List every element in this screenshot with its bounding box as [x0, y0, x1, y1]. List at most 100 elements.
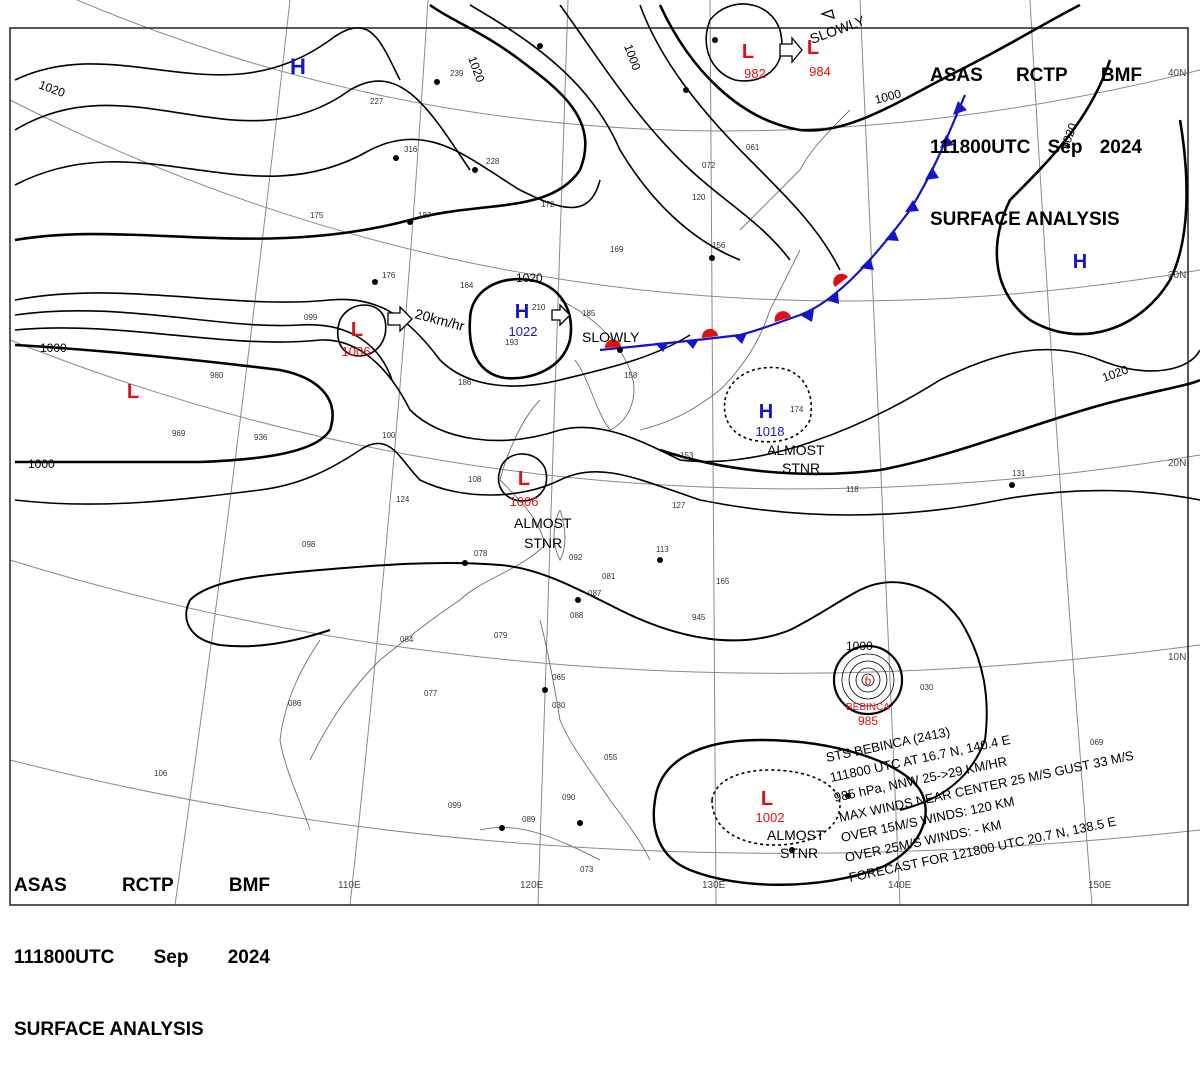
isobar-high-1018-dotted	[723, 366, 812, 443]
high-center: H	[290, 54, 306, 79]
korea-coast	[559, 299, 635, 431]
isobar-north-2	[14, 80, 471, 171]
low-center-value: 1006	[342, 344, 371, 359]
cold-front-barb-icon	[685, 339, 699, 349]
motion-label: STNR	[524, 535, 562, 551]
motion-arrows	[387, 9, 835, 333]
station-value: 156	[712, 241, 726, 250]
low-center-value: 1002	[756, 810, 785, 825]
station-value: 158	[624, 371, 638, 380]
station-value: 030	[920, 683, 934, 692]
motion-label: ALMOST	[767, 442, 825, 458]
station-value: 118	[846, 485, 859, 494]
station-value: 089	[522, 815, 536, 824]
header-line-3: SURFACE ANALYSIS	[930, 208, 1142, 232]
map-background	[0, 0, 1200, 919]
cold-front-barb-icon	[905, 200, 919, 212]
isobar-sea-1	[469, 4, 741, 261]
lat-label: 30N	[1168, 270, 1186, 281]
low-center: L	[807, 37, 819, 59]
low-center: L	[518, 468, 530, 490]
high-center: H	[515, 301, 529, 323]
high-center-value: 1018	[756, 424, 785, 439]
station-value: 084	[400, 635, 414, 644]
typhoon-ring-1000	[832, 644, 904, 716]
motion-arrow-icon	[820, 9, 835, 19]
grid-labels: 110E 120E 130E 140E 150E 40N 30N 20N 10N	[338, 68, 1186, 891]
header-line-2: 111800UTC Sep 2024	[14, 946, 270, 970]
warm-front-bump-icon	[604, 339, 621, 348]
isobar-low-1006-taiwan	[497, 453, 548, 502]
header-title: SURFACE ANALYSIS	[930, 209, 1120, 230]
isobar-sea-3	[639, 4, 841, 271]
station-value: 077	[424, 689, 438, 698]
isobar-west-outer	[14, 309, 393, 381]
station-value: 086	[288, 699, 302, 708]
isobars	[14, 3, 1200, 886]
isobar-value: 1000	[846, 639, 873, 653]
station-dot	[393, 155, 399, 161]
station-value: 193	[505, 338, 519, 347]
station-value: 120	[692, 193, 706, 202]
header-month: Sep	[1047, 137, 1083, 158]
lon-label: 120E	[520, 880, 544, 891]
station-dot	[462, 560, 468, 566]
header-line-1: ASAS RCTP BMF	[930, 64, 1142, 88]
station-value: 078	[474, 549, 488, 558]
station-value: 186	[458, 378, 472, 387]
taiwan-coast	[553, 509, 566, 561]
cold-front-barb-icon	[733, 333, 747, 344]
meridian-100e	[174, 0, 291, 906]
cold-front-barb-icon	[860, 258, 874, 270]
header-line-3: SURFACE ANALYSIS	[14, 1018, 270, 1042]
parallel-0n	[9, 759, 1200, 854]
station-value: 081	[602, 572, 616, 581]
header-line-1: ASAS RCTP BMF	[14, 874, 270, 898]
header-office: BMF	[1100, 65, 1142, 86]
pressure-centers: H L 982 L 984 L 1006 H 1022 L L 1006 H 1…	[127, 37, 1087, 825]
station-value: 072	[702, 161, 716, 170]
map-header-top: ASAS RCTP BMF 111800UTC Sep 2024 SURFACE…	[930, 16, 1142, 256]
typhoon-ring	[855, 667, 881, 693]
station-value: 030	[552, 701, 566, 710]
typhoon-ring	[841, 653, 895, 707]
header-year: 2024	[227, 947, 270, 968]
isobar-low-1002	[652, 738, 927, 886]
station-dot	[542, 687, 548, 693]
high-center: H	[1073, 251, 1087, 273]
meridian-150e	[1029, 0, 1093, 906]
station-value: 100	[382, 431, 396, 440]
typhoon-ring	[848, 660, 888, 700]
station-value: 088	[570, 611, 584, 620]
station-dot	[712, 37, 718, 43]
header-agency: ASAS	[930, 65, 983, 86]
station-value: 073	[580, 865, 594, 874]
isobar-low-982	[705, 3, 783, 82]
isobar-value: 1000	[873, 86, 903, 107]
typhoon-name: BEBINCA	[846, 702, 890, 713]
station-value: 169	[610, 245, 624, 254]
parallel-30n	[9, 99, 1200, 302]
header-agency: ASAS	[14, 875, 67, 896]
station-value: 153	[680, 451, 694, 460]
isobar-low-1006-west	[336, 304, 387, 357]
front-symbols	[604, 101, 967, 352]
isobar-central-2	[14, 327, 1200, 463]
station-value: 187	[418, 211, 432, 220]
station-value: 185	[582, 309, 596, 318]
station-value: 175	[310, 211, 324, 220]
isobar-sea-2	[559, 4, 791, 261]
parallel-20n	[9, 339, 1200, 490]
station-value: 176	[382, 271, 396, 280]
station-dot	[472, 167, 478, 173]
station-value: 099	[448, 801, 462, 810]
cold-front-barb-icon	[885, 229, 899, 241]
cold-front-barb-icon	[953, 101, 967, 115]
station-dot	[434, 79, 440, 85]
station-dot	[575, 597, 581, 603]
low-center: L	[761, 788, 773, 810]
borneo-coast	[479, 826, 601, 861]
typhoon-ring	[861, 673, 875, 687]
header-station: RCTP	[121, 875, 174, 896]
isobar-1000-west	[14, 343, 334, 464]
